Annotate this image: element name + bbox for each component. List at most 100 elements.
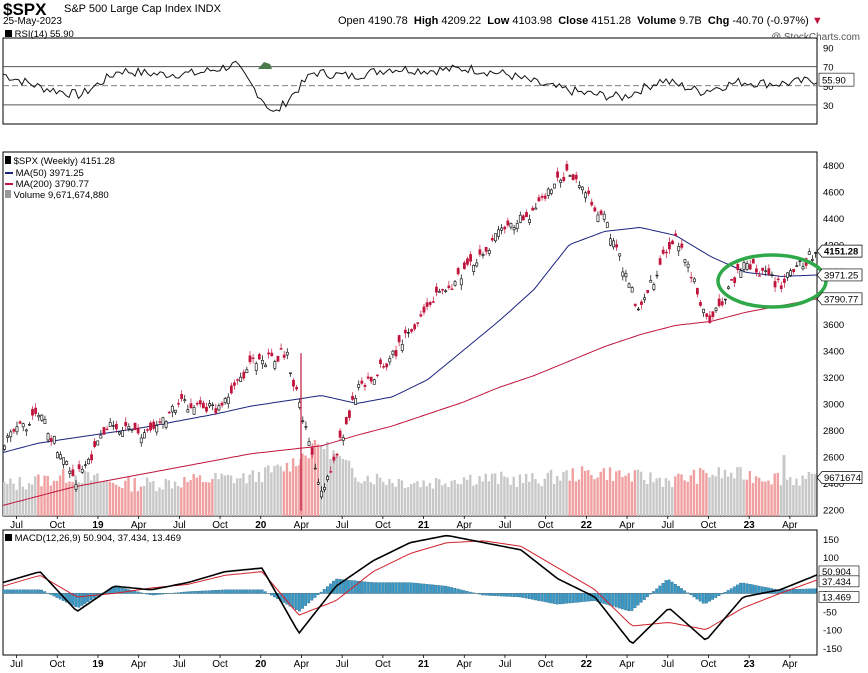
macd-histogram-bar — [24, 589, 28, 594]
volume-bar — [568, 480, 571, 516]
macd-x-tick-label: 19 — [92, 659, 104, 670]
volume-bar — [369, 482, 373, 516]
candle-body — [692, 278, 696, 283]
candle-body — [664, 251, 668, 254]
volume-bar — [192, 474, 195, 516]
macd-histogram-bar — [450, 587, 454, 594]
volume-bar — [130, 491, 133, 516]
macd-x-tick-label: 22 — [581, 659, 593, 670]
candle-body — [335, 453, 339, 456]
macd-histogram-bar — [220, 589, 224, 594]
macd-histogram-bar — [499, 593, 503, 597]
volume-bar — [528, 481, 531, 516]
candle-body — [745, 263, 749, 270]
volume-bar — [431, 488, 435, 516]
rsi-frame — [2, 37, 818, 125]
candle-body — [292, 379, 295, 387]
candle-body — [413, 324, 417, 330]
volume-bar — [313, 439, 317, 516]
volume-bar — [400, 480, 404, 516]
macd-tick-label: -100 — [823, 626, 842, 637]
candle-body — [174, 409, 177, 413]
candle-body — [612, 240, 615, 248]
candle-body — [217, 405, 221, 411]
candle-body — [264, 364, 267, 368]
macd-histogram-bar — [83, 593, 87, 604]
candle-body — [789, 270, 792, 276]
macd-histogram-bar — [630, 593, 634, 611]
candle-body — [646, 290, 650, 293]
volume-bar — [611, 481, 615, 516]
candle-body — [288, 372, 292, 374]
volume-bar — [683, 480, 686, 516]
macd-x-tick-label: Apr — [294, 659, 310, 670]
high-label: High — [413, 15, 439, 27]
candle-body — [680, 243, 684, 248]
candle-body — [668, 242, 671, 250]
volume-bar — [773, 473, 776, 516]
candle-body — [285, 351, 289, 356]
volume-bar — [705, 473, 708, 516]
candle-body — [422, 306, 426, 313]
volume-bar — [795, 478, 798, 516]
macd-x-tick-label: Apr — [619, 659, 635, 670]
macd-histogram-bar — [298, 593, 301, 612]
volume-bar — [733, 478, 736, 516]
candle-body — [810, 258, 814, 261]
candle-body — [102, 427, 106, 435]
price-tick-label: 2600 — [823, 452, 844, 463]
macd-histogram-bar — [605, 593, 609, 605]
candle-body — [723, 298, 727, 301]
volume-bar — [77, 482, 80, 516]
macd-histogram-bar — [211, 590, 214, 594]
volume-bar — [257, 471, 261, 516]
macd-histogram-bar — [304, 593, 308, 606]
macd-histogram-bar — [509, 593, 513, 597]
candle-body — [183, 399, 187, 401]
candle-body — [779, 285, 783, 289]
macd-histogram-bar — [490, 593, 494, 596]
volume-bars — [3, 439, 817, 516]
candle-body — [46, 433, 50, 441]
macd-histogram-bar — [496, 593, 500, 597]
volume-bar — [133, 478, 136, 516]
volume-bar — [810, 473, 814, 516]
candle-body — [313, 467, 317, 470]
macd-histogram-bar — [33, 589, 37, 594]
candle-body — [720, 301, 724, 306]
candle-legend-icon — [5, 156, 11, 164]
macd-histogram-bar — [798, 589, 802, 594]
macd-histogram-bar — [714, 593, 718, 598]
volume-bar — [496, 484, 500, 516]
macd-histogram-bar — [310, 593, 314, 601]
open-label: Open — [338, 15, 365, 27]
candle-body — [158, 421, 162, 423]
macd-histogram-bar — [757, 585, 761, 594]
candle-body — [372, 379, 376, 385]
candle-body — [649, 280, 653, 283]
volume-bar — [226, 474, 230, 516]
candle-body — [375, 374, 379, 377]
volume-bar — [273, 466, 276, 516]
legend-swatch-icon — [5, 30, 12, 37]
candle-body — [351, 395, 354, 400]
macd-histogram-bar — [273, 593, 276, 598]
volume-bar — [764, 481, 767, 516]
volume-bar — [792, 484, 795, 516]
volume-bar — [618, 470, 621, 516]
candle-body — [515, 223, 519, 229]
volume-bar — [723, 469, 727, 516]
candle-body — [671, 240, 674, 245]
volume-bar — [139, 486, 143, 516]
candle-body — [270, 352, 274, 357]
macd-histogram-bar — [89, 593, 93, 601]
volume-bar — [649, 472, 652, 516]
macd-histogram-bar — [705, 593, 708, 604]
macd-x-tick-label: Oct — [212, 659, 228, 670]
macd-histogram-bar — [549, 593, 553, 604]
volume-bar — [260, 482, 264, 516]
macd-histogram-bar — [736, 584, 739, 594]
macd-tick-label: 150 — [823, 535, 839, 546]
volume-bar — [444, 483, 447, 516]
volume-bar — [428, 482, 432, 516]
